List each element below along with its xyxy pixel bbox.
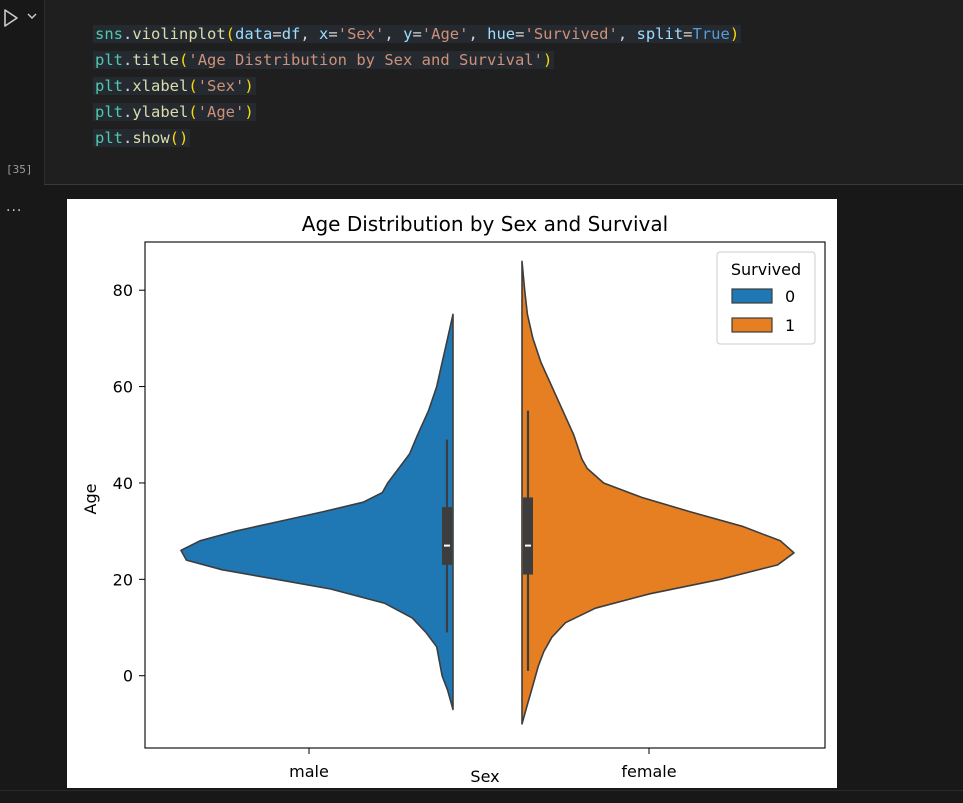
x-axis-label: Sex bbox=[470, 767, 499, 786]
legend-swatch-0 bbox=[731, 288, 773, 304]
y-tick-label: 80 bbox=[113, 281, 133, 300]
y-tick-label: 40 bbox=[113, 474, 133, 493]
axes-frame bbox=[144, 241, 826, 749]
legend-swatch-1 bbox=[731, 317, 773, 333]
legend-title: Survived bbox=[731, 260, 801, 279]
code-line-4: plt.ylabel('Age') bbox=[93, 103, 256, 121]
violin-male-survived-0 bbox=[180, 313, 454, 711]
code-line-5: plt.show() bbox=[93, 129, 191, 147]
iqr-box-female bbox=[523, 497, 533, 575]
x-tick-label: female bbox=[621, 762, 676, 781]
legend-entry-0: 0 bbox=[785, 287, 795, 306]
code-line-1: sns.violinplot(data=df, x='Sex', y='Age'… bbox=[93, 25, 742, 43]
legend-entry-1: 1 bbox=[785, 316, 795, 335]
chevron-down-icon[interactable] bbox=[26, 10, 38, 22]
iqr-box-male bbox=[442, 507, 452, 565]
violin-chart: Age Distribution by Sex and Survival Age 0… bbox=[81, 212, 826, 786]
y-tick-label: 20 bbox=[113, 570, 133, 589]
chart-title: Age Distribution by Sex and Survival bbox=[302, 212, 668, 236]
bottom-divider bbox=[0, 790, 963, 803]
y-tick-label: 0 bbox=[123, 667, 133, 686]
code-line-2: plt.title('Age Distribution by Sex and S… bbox=[93, 51, 555, 69]
x-tick-label: male bbox=[289, 762, 329, 781]
code-block[interactable]: sns.violinplot(data=df, x='Sex', y='Age'… bbox=[93, 21, 742, 151]
code-line-3: plt.xlabel('Sex') bbox=[93, 77, 256, 95]
plot-output: Age Distribution by Sex and Survival Age 0… bbox=[67, 199, 837, 788]
code-cell-editor[interactable]: sns.violinplot(data=df, x='Sex', y='Age'… bbox=[44, 0, 963, 185]
execution-count: [35] bbox=[6, 163, 33, 176]
y-axis-label: Age bbox=[81, 484, 100, 515]
run-cell-icon[interactable] bbox=[2, 8, 20, 28]
violin-female-survived-1 bbox=[521, 260, 795, 725]
y-tick-label: 60 bbox=[113, 378, 133, 397]
output-menu-button[interactable]: ... bbox=[6, 199, 23, 215]
